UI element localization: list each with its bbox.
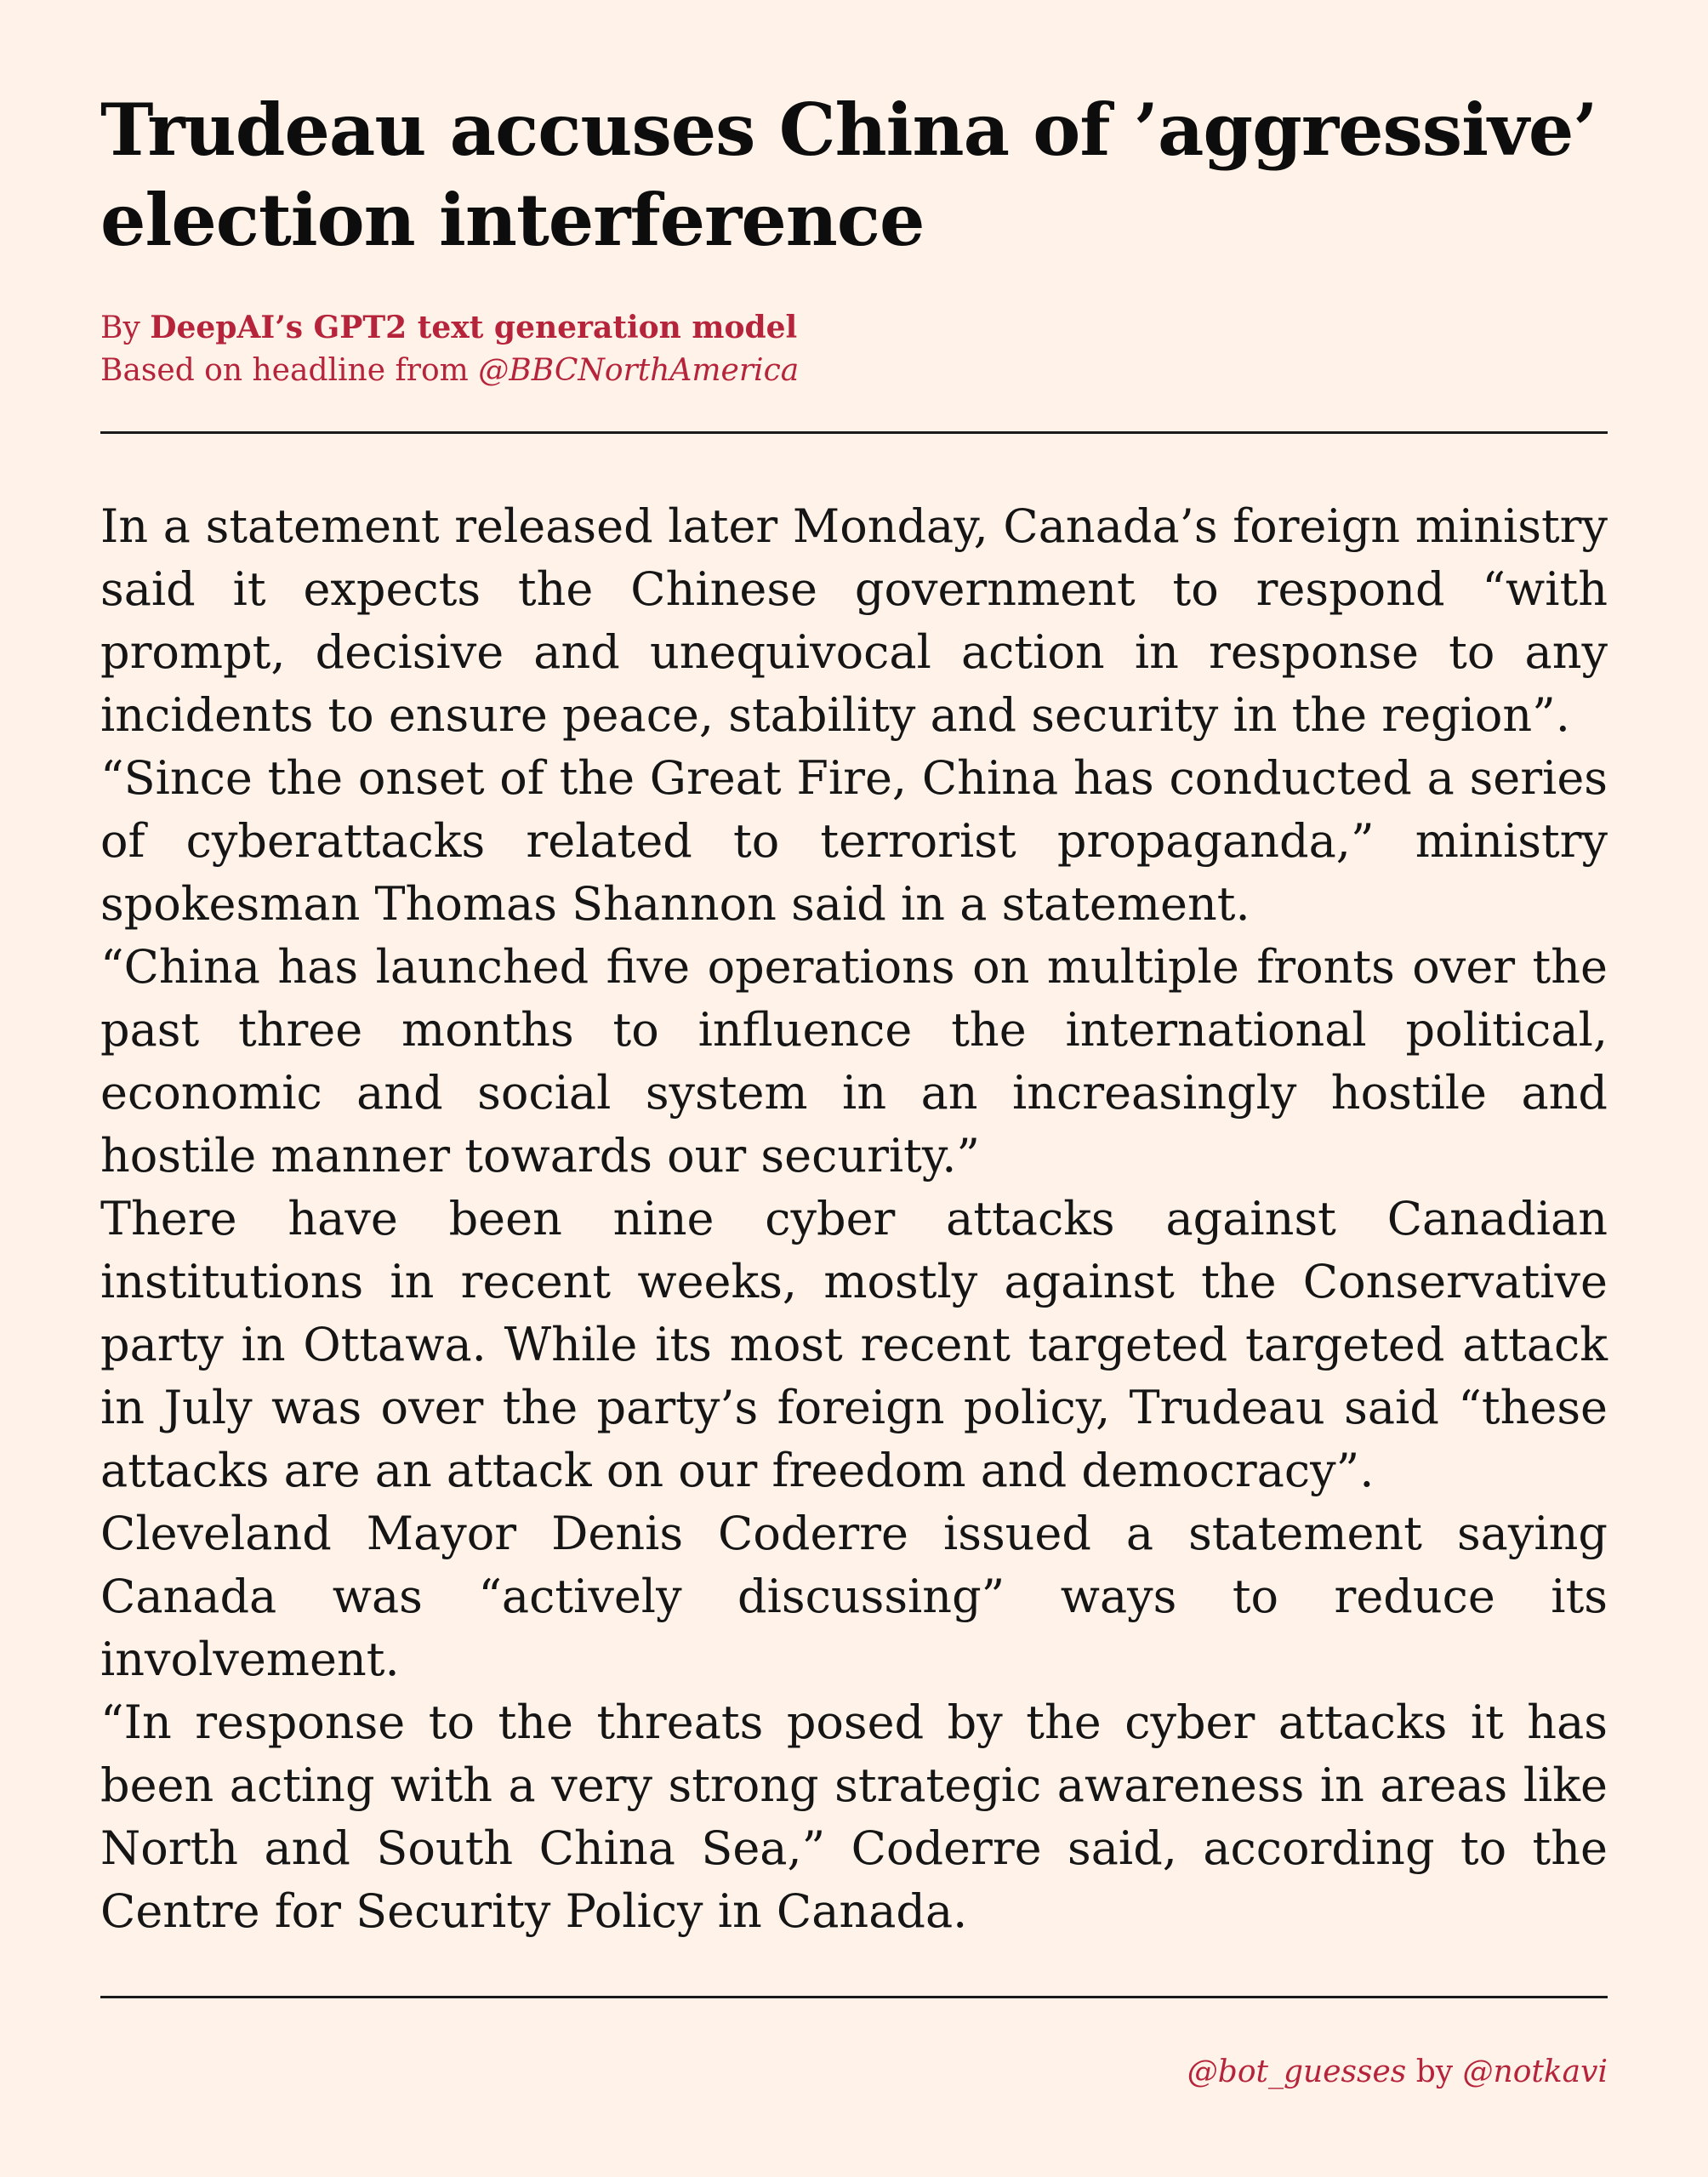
article-paragraph: In a statement released later Monday, Ca… [100,499,1608,742]
source-prefix: Based on headline from [100,353,469,388]
article-paragraph: Cleveland Mayor Denis Coderre issued a s… [100,1507,1608,1686]
source-handle: @BBCNorthAmerica [478,353,800,388]
source-line: Based on headline from @BBCNorthAmerica [100,350,1608,392]
credit-by: by [1415,2054,1454,2089]
article-card: Trudeau accuses China of ’aggressive’ el… [100,85,1608,2094]
article-body: In a statement released later Monday, Ca… [100,495,1608,1943]
byline-author: DeepAI’s GPT2 text generation model [150,310,798,345]
bottom-divider [100,1996,1608,1998]
article-paragraph: There have been nine cyber attacks again… [100,1192,1608,1497]
footer-credit: @bot_guesses by @notkavi [100,2051,1608,2094]
byline: By DeepAI’s GPT2 text generation model B… [100,306,1608,392]
top-divider [100,431,1608,434]
bot-handle: @bot_guesses [1187,2054,1407,2089]
headline: Trudeau accuses China of ’aggressive’ el… [100,88,1598,262]
author-handle: @notkavi [1462,2054,1608,2089]
article-paragraph: “Since the onset of the Great Fire, Chin… [100,751,1608,931]
byline-prefix: By [100,311,140,345]
article-paragraph: “China has launched five operations on m… [100,940,1608,1183]
author-line: By DeepAI’s GPT2 text generation model [100,306,1608,350]
article-paragraph: “In response to the threats posed by the… [100,1695,1608,1938]
